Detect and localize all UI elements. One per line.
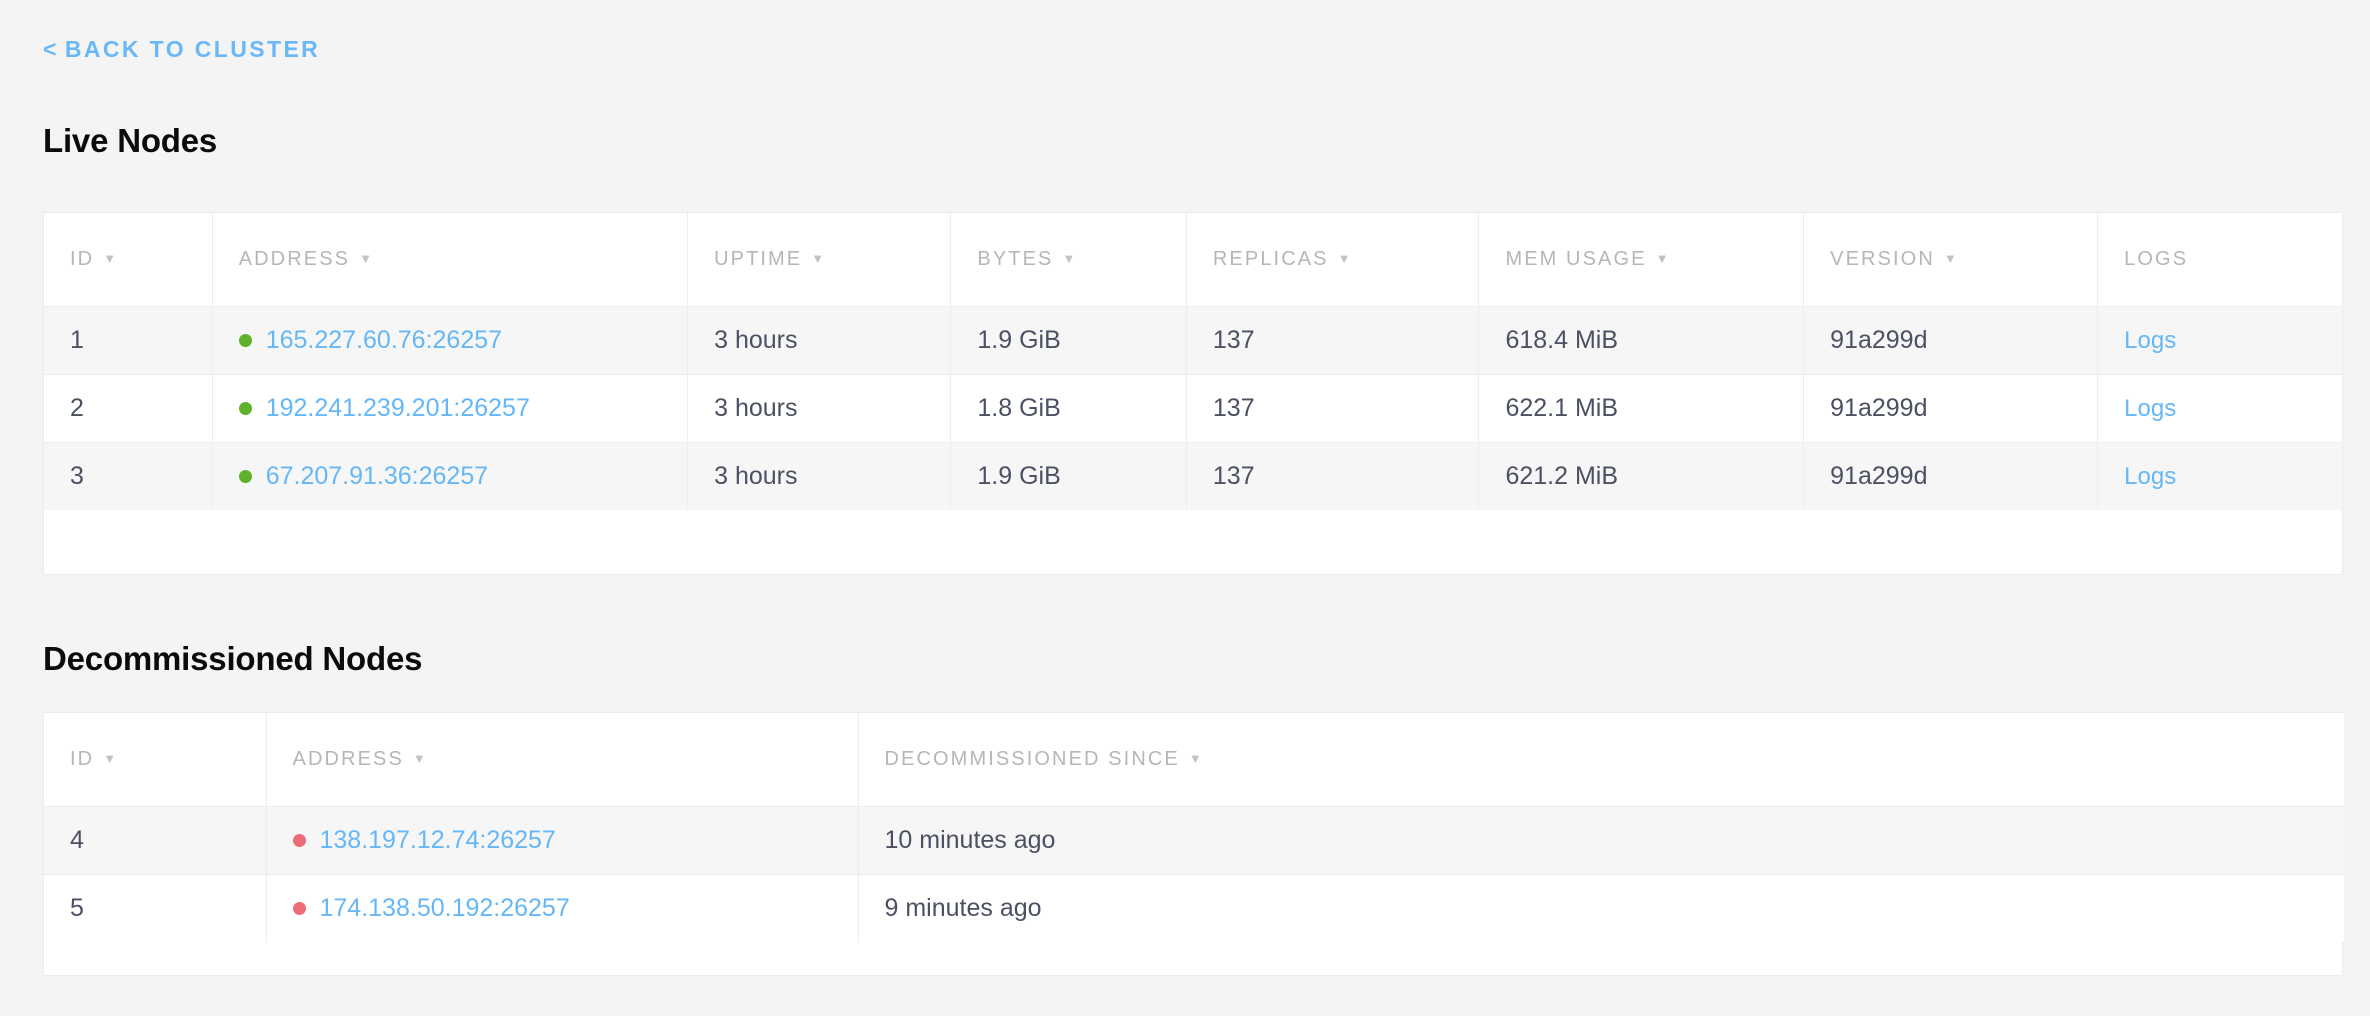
cell-address: 174.138.50.192:26257 (266, 873, 859, 942)
logs-link[interactable]: Logs (2124, 326, 2177, 354)
sort-caret-icon: ▼ (359, 250, 372, 266)
node-address-link[interactable]: 67.207.91.36:26257 (265, 461, 489, 490)
status-dot-live-icon (238, 333, 252, 347)
cell-decommissioned-since: 9 minutes ago (858, 873, 2344, 942)
sort-caret-icon: ▼ (1337, 250, 1351, 266)
cell-id: 4 (44, 805, 267, 874)
status-dot-live-icon (238, 401, 252, 415)
node-address-link[interactable]: 165.227.60.76:26257 (265, 325, 503, 354)
cell-version: 91a299d (1803, 441, 2099, 510)
cell-uptime: 3 hours (687, 441, 952, 510)
cell-id: 2 (44, 373, 213, 442)
table-row: 2 192.241.239.201:26257 3 hours 1.8 GiB … (44, 373, 2342, 442)
sort-caret-icon: ▼ (1188, 750, 1202, 766)
cell-bytes: 1.8 GiB (950, 373, 1187, 442)
column-header-address-label: ADDRESS (238, 247, 351, 270)
table-row: 1 165.227.60.76:26257 3 hours 1.9 GiB 13… (44, 305, 2342, 374)
cell-id: 3 (44, 441, 213, 510)
column-header-decommissioned-since[interactable]: DECOMMISSIONED SINCE ▼ (858, 713, 2344, 806)
cell-version: 91a299d (1803, 373, 2099, 442)
column-header-bytes[interactable]: BYTES ▼ (950, 213, 1187, 306)
node-address-link[interactable]: 192.241.239.201:26257 (265, 393, 530, 422)
cell-version: 91a299d (1803, 305, 2099, 374)
cell-logs: Logs (2097, 305, 2342, 374)
cell-mem-usage: 621.2 MiB (1478, 441, 1805, 510)
table-row: 3 67.207.91.36:26257 3 hours 1.9 GiB 137… (44, 441, 2342, 510)
chevron-left-icon: < (43, 36, 59, 62)
sort-caret-icon: ▼ (103, 750, 117, 766)
column-header-decommissioned-since-label: DECOMMISSIONED SINCE (884, 747, 1180, 770)
live-nodes-table: ID ▼ ADDRESS ▼ UPTIME ▼ BYTES ▼ REPLICAS ▼ ME… (44, 213, 2342, 510)
cell-bytes: 1.9 GiB (950, 305, 1187, 374)
status-dot-decommissioned-icon (292, 833, 306, 847)
sort-caret-icon: ▼ (811, 250, 825, 266)
column-header-replicas[interactable]: REPLICAS ▼ (1186, 213, 1480, 306)
cell-bytes: 1.9 GiB (950, 441, 1187, 510)
cell-replicas: 137 (1186, 373, 1480, 442)
column-header-version[interactable]: VERSION ▼ (1803, 213, 2099, 306)
back-to-cluster-link[interactable]: < BACK TO CLUSTER (43, 36, 320, 63)
node-address-link[interactable]: 138.197.12.74:26257 (319, 825, 556, 854)
column-header-address[interactable]: ADDRESS ▼ (266, 713, 859, 806)
back-to-cluster-label: BACK TO CLUSTER (64, 36, 321, 62)
decommissioned-nodes-title: Decommissioned Nodes (43, 640, 423, 677)
cell-id: 1 (44, 305, 213, 374)
cell-address: 165.227.60.76:26257 (212, 305, 689, 374)
sort-caret-icon: ▼ (412, 750, 426, 766)
cell-replicas: 137 (1186, 305, 1480, 374)
decom-table-header-row: ID ▼ ADDRESS ▼ DECOMMISSIONED SINCE ▼ (44, 713, 2344, 806)
status-dot-live-icon (238, 469, 252, 483)
cell-replicas: 137 (1186, 441, 1480, 510)
cell-mem-usage: 618.4 MiB (1478, 305, 1805, 374)
cell-address: 192.241.239.201:26257 (212, 373, 689, 442)
column-header-replicas-label: REPLICAS (1212, 247, 1329, 270)
table-row: 5 174.138.50.192:26257 9 minutes ago (44, 873, 2344, 942)
column-header-uptime-label: UPTIME (714, 247, 803, 270)
column-header-mem-usage-label: MEM USAGE (1505, 247, 1647, 270)
status-dot-decommissioned-icon (292, 901, 306, 915)
column-header-id-label: ID (70, 747, 95, 770)
sort-caret-icon: ▼ (1943, 250, 1957, 266)
column-header-address[interactable]: ADDRESS ▼ (212, 213, 689, 306)
column-header-uptime[interactable]: UPTIME ▼ (687, 213, 952, 306)
column-header-id[interactable]: ID ▼ (44, 713, 267, 806)
live-nodes-title: Live Nodes (43, 122, 218, 159)
cell-logs: Logs (2097, 441, 2342, 510)
column-header-logs: LOGS (2097, 213, 2342, 306)
column-header-logs-label: LOGS (2124, 247, 2189, 270)
live-nodes-table-container: ID ▼ ADDRESS ▼ UPTIME ▼ BYTES ▼ REPLICAS ▼ ME… (43, 212, 2343, 575)
logs-link[interactable]: Logs (2124, 394, 2177, 422)
column-header-address-label: ADDRESS (292, 747, 404, 770)
column-header-bytes-label: BYTES (977, 247, 1054, 270)
cell-address: 67.207.91.36:26257 (212, 441, 689, 510)
live-table-header-row: ID ▼ ADDRESS ▼ UPTIME ▼ BYTES ▼ REPLICAS ▼ ME… (44, 213, 2342, 306)
column-header-id-label: ID (70, 247, 95, 270)
column-header-id[interactable]: ID ▼ (44, 213, 213, 306)
decommissioned-nodes-table: ID ▼ ADDRESS ▼ DECOMMISSIONED SINCE ▼ 4 138… (44, 713, 2344, 942)
table-row: 4 138.197.12.74:26257 10 minutes ago (44, 805, 2344, 874)
cell-address: 138.197.12.74:26257 (266, 805, 859, 874)
sort-caret-icon: ▼ (1062, 250, 1076, 266)
logs-link[interactable]: Logs (2124, 462, 2177, 490)
cell-mem-usage: 622.1 MiB (1478, 373, 1805, 442)
cell-uptime: 3 hours (687, 305, 952, 374)
sort-caret-icon: ▼ (1655, 250, 1669, 266)
node-address-link[interactable]: 174.138.50.192:26257 (319, 893, 570, 922)
cell-decommissioned-since: 10 minutes ago (858, 805, 2344, 874)
column-header-version-label: VERSION (1830, 247, 1935, 270)
column-header-mem-usage[interactable]: MEM USAGE ▼ (1478, 213, 1805, 306)
sort-caret-icon: ▼ (103, 250, 117, 266)
cell-id: 5 (44, 873, 267, 942)
cell-uptime: 3 hours (687, 373, 952, 442)
decommissioned-nodes-table-container: ID ▼ ADDRESS ▼ DECOMMISSIONED SINCE ▼ 4 138… (43, 712, 2344, 976)
cell-logs: Logs (2097, 373, 2342, 442)
